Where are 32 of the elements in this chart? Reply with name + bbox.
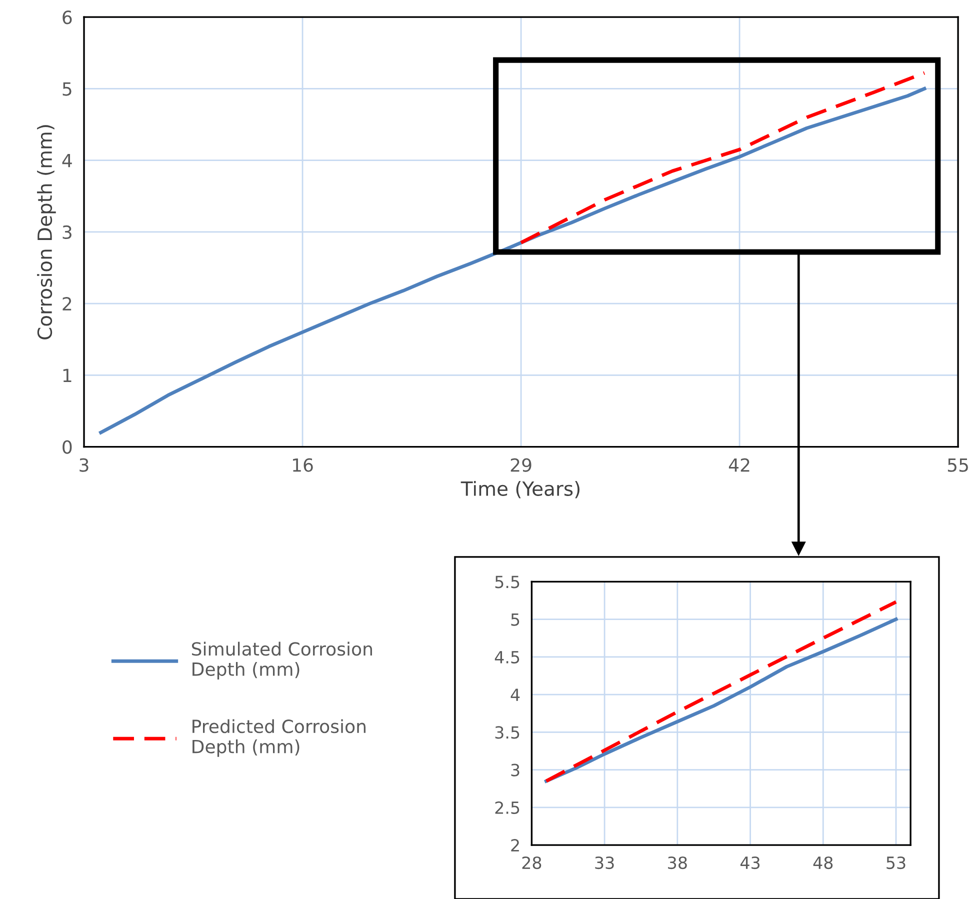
y-tick-label: 3	[511, 764, 520, 776]
x-tick-label: 42	[728, 458, 750, 472]
x-tick-label: 48	[813, 856, 833, 870]
y-tick-label: 4	[62, 154, 72, 168]
y-tick-label: 3	[62, 225, 72, 240]
x-tick-label: 28	[522, 856, 542, 870]
x-tick-label: 33	[595, 856, 614, 870]
y-tick-label: 4.5	[494, 651, 520, 664]
x-tick-label: 3	[80, 458, 88, 472]
legend-label: Simulated Corrosion Depth (mm)	[192, 642, 372, 680]
x-tick-label: 53	[886, 856, 906, 870]
y-tick-label: 6	[62, 10, 72, 24]
y-tick-label: 2	[62, 297, 72, 310]
y-tick-label: 2.5	[495, 801, 520, 814]
x-tick-label: 43	[740, 856, 760, 870]
x-tick-label: 16	[293, 458, 313, 472]
line-series	[519, 71, 926, 244]
y-tick-label: 1	[63, 368, 72, 382]
y-tick-label: 5	[62, 82, 72, 96]
legend-label: Predicted Corrosion Depth (mm)	[192, 719, 366, 757]
y-axis-title: Corrosion Depth (mm)	[37, 125, 56, 340]
y-tick-label: 0	[62, 440, 72, 454]
y-tick-label: 4	[510, 688, 520, 701]
x-tick-label: 29	[510, 458, 532, 472]
line-series	[99, 86, 926, 434]
y-tick-label: 3.5	[495, 726, 520, 739]
x-tick-label: 38	[668, 856, 687, 870]
y-tick-label: 5	[511, 613, 520, 626]
x-axis-title: Time (Years)	[460, 480, 580, 498]
y-tick-label: 2	[511, 839, 519, 852]
y-tick-label: 5.5	[495, 576, 520, 588]
x-tick-label: 55	[948, 458, 968, 472]
